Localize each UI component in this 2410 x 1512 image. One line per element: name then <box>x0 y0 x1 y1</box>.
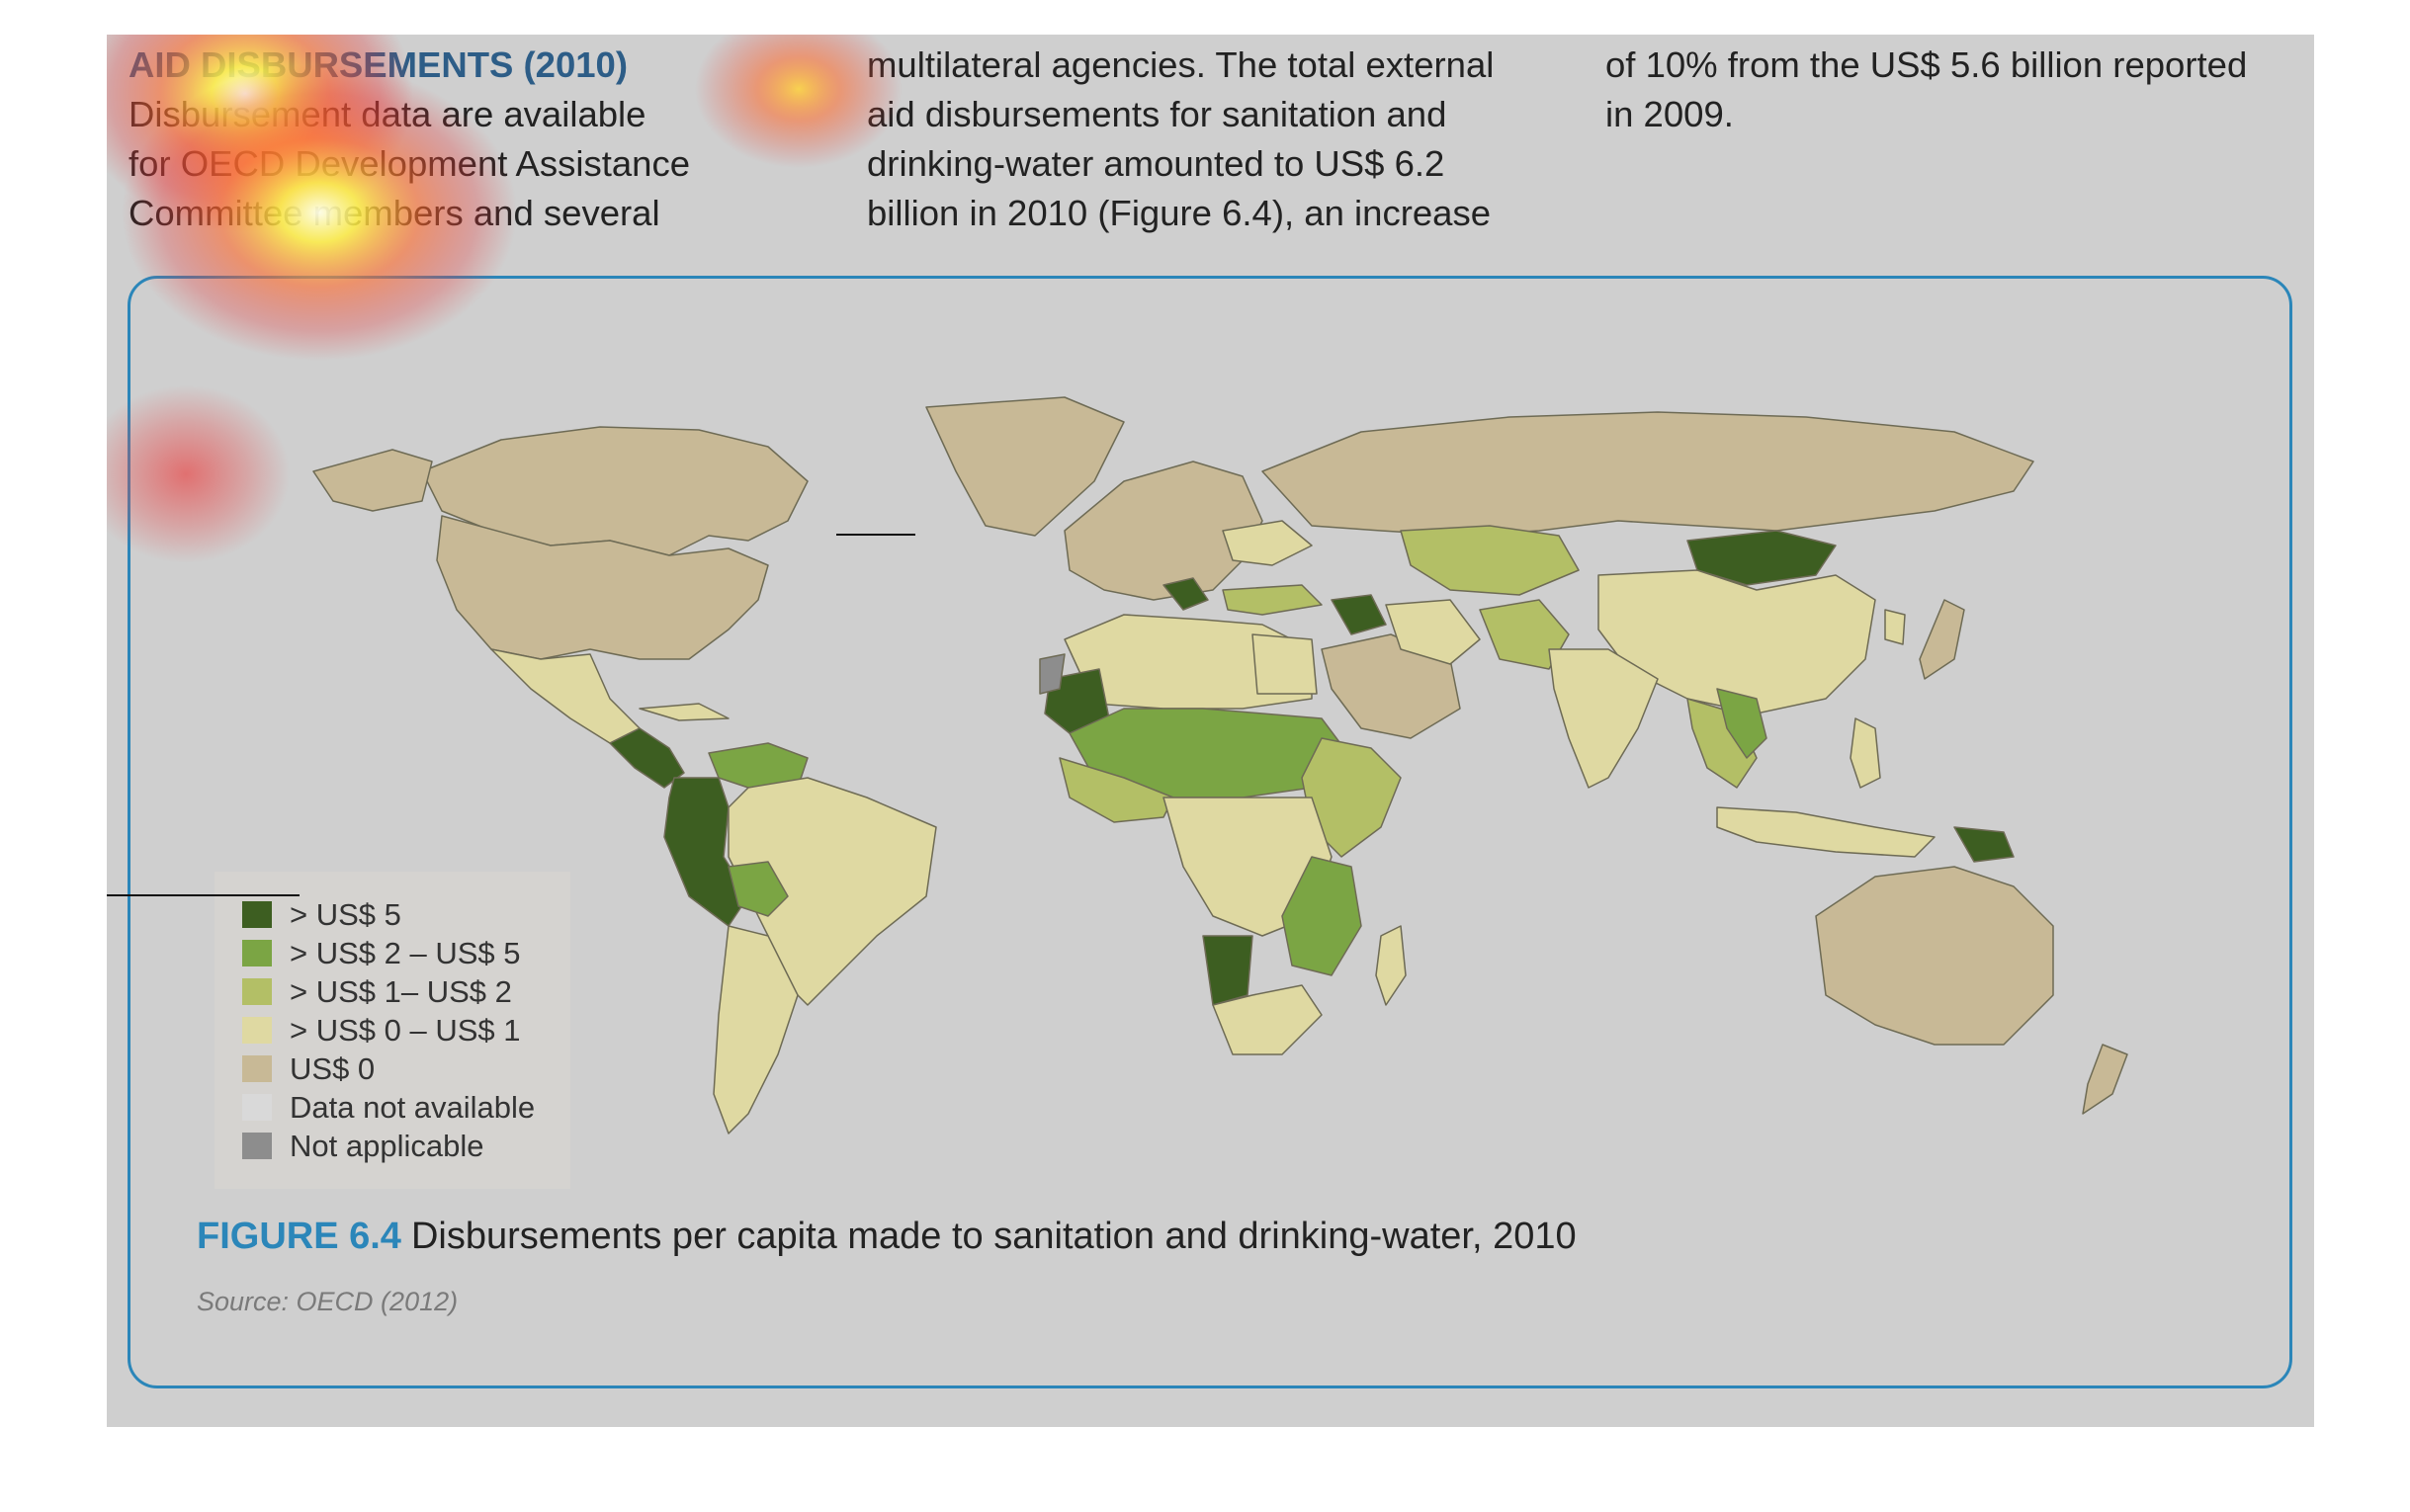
country-bolivia <box>728 861 789 917</box>
country-central-america <box>609 727 685 789</box>
country-new-zealand <box>2082 1044 2128 1115</box>
country-philippines <box>1850 717 1881 789</box>
country-kazakhstan <box>1400 525 1580 596</box>
region-southeast-africa <box>1281 856 1362 976</box>
country-indonesia <box>1716 806 1936 858</box>
region-east-africa <box>1301 737 1402 858</box>
legend-swatch <box>242 901 272 928</box>
country-japan <box>1919 599 1965 680</box>
country-russia <box>1261 411 2034 537</box>
country-greenland <box>925 396 1125 537</box>
country-balkans <box>1162 577 1209 611</box>
legend-item: Data not available <box>242 1088 547 1127</box>
legend-item: > US$ 0 – US$ 1 <box>242 1011 547 1050</box>
paragraph-line: of 10% from the US$ 5.6 billion reported <box>1605 44 2248 85</box>
text-column-1: AID DISBURSEMENTS (2010) Disbursement da… <box>129 41 820 238</box>
country-alaska <box>312 449 433 512</box>
country-iraq <box>1331 594 1387 635</box>
country-egypt <box>1251 633 1318 695</box>
paragraph-line: Committee members and several <box>129 193 660 233</box>
legend-swatch <box>242 1017 272 1044</box>
legend-item: > US$ 1– US$ 2 <box>242 972 547 1011</box>
legend-item: Not applicable <box>242 1127 547 1165</box>
legend-label: > US$ 5 <box>290 896 401 932</box>
country-mexico <box>490 648 641 744</box>
legend-label: > US$ 1– US$ 2 <box>290 973 512 1009</box>
legend-label: > US$ 2 – US$ 5 <box>290 935 521 970</box>
country-argentina-chile <box>713 925 799 1134</box>
paragraph-line: drinking-water amounted to US$ 6.2 <box>867 143 1445 184</box>
legend-label: US$ 0 <box>290 1050 376 1086</box>
document-page: AID DISBURSEMENTS (2010) Disbursement da… <box>107 35 2314 1427</box>
country-namibia <box>1202 935 1253 1006</box>
country-india <box>1548 648 1659 789</box>
figure-label: FIGURE 6.4 <box>197 1216 401 1257</box>
country-australia <box>1815 866 2054 1046</box>
legend-swatch <box>242 1094 272 1121</box>
country-vietnam-laos <box>1716 688 1767 759</box>
paragraph-line: aid disbursements for sanitation and <box>867 94 1447 134</box>
legend-label: Not applicable <box>290 1128 484 1163</box>
figure-source: Source: OECD (2012) <box>197 1287 459 1316</box>
legend-label: Data not available <box>290 1089 536 1125</box>
annotation-line <box>836 534 915 536</box>
country-ukraine <box>1222 520 1313 566</box>
legend-swatch <box>242 1055 272 1082</box>
country-korea <box>1884 609 1906 645</box>
figure-frame: > US$ 5 > US$ 2 – US$ 5 > US$ 1– US$ 2 > US… <box>128 276 2292 1388</box>
legend-item: > US$ 2 – US$ 5 <box>242 934 547 972</box>
map-legend: > US$ 5 > US$ 2 – US$ 5 > US$ 1– US$ 2 > US… <box>215 872 570 1189</box>
paragraph-line: multilateral agencies. The total externa… <box>867 44 1495 85</box>
figure-caption: FIGURE 6.4 Disbursements per capita made … <box>197 1216 1577 1258</box>
annotation-line <box>107 894 300 896</box>
paragraph-line: Disbursement data are available <box>129 94 646 134</box>
paragraph-line: for OECD Development Assistance <box>129 143 691 184</box>
country-usa <box>436 515 769 660</box>
section-heading: AID DISBURSEMENTS (2010) <box>129 44 629 85</box>
country-brazil <box>728 777 937 1006</box>
text-column-2: multilateral agencies. The total externa… <box>867 41 1559 238</box>
legend-swatch <box>242 940 272 966</box>
legend-swatch <box>242 978 272 1005</box>
country-madagascar <box>1375 925 1407 1006</box>
country-western-sahara <box>1039 653 1066 695</box>
legend-item: US$ 0 <box>242 1050 547 1088</box>
country-turkey <box>1222 584 1323 616</box>
legend-label: > US$ 0 – US$ 1 <box>290 1012 521 1048</box>
paragraph-line: in 2009. <box>1605 94 1734 134</box>
world-map <box>312 396 2128 1134</box>
country-iran <box>1385 599 1481 665</box>
paragraph-line: billion in 2010 (Figure 6.4), an increas… <box>867 193 1491 233</box>
country-colombia-peru <box>663 777 749 927</box>
legend-item: > US$ 5 <box>242 895 547 934</box>
country-south-africa <box>1212 984 1323 1055</box>
figure-title: Disbursements per capita made to sanitat… <box>410 1216 1577 1257</box>
text-column-3: of 10% from the US$ 5.6 billion reported… <box>1605 41 2297 139</box>
country-cuba <box>639 703 730 721</box>
region-west-africa <box>1059 757 1174 823</box>
country-papua-new-guinea <box>1953 826 2015 863</box>
legend-swatch <box>242 1133 272 1159</box>
